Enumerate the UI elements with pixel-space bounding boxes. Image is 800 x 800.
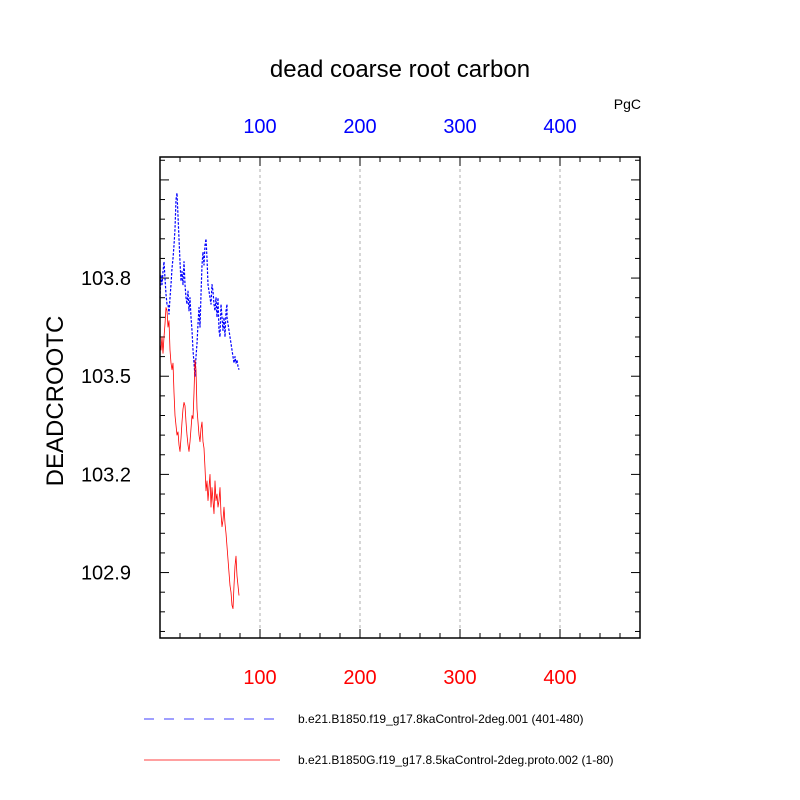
legend-label-2: b.e21.B1850G.f19_g17.8.5kaControl-2deg.p… (298, 753, 614, 767)
series-line-1 (159, 192, 240, 377)
y-axis-label: DEADCROOTC (42, 316, 69, 487)
y-tick-label: 103.2 (81, 464, 131, 486)
axis-ticks (160, 157, 640, 638)
x-top-tick-label: 100 (243, 116, 276, 138)
y-tick-label: 103.8 (81, 268, 131, 290)
x-bottom-tick-label: 400 (543, 667, 576, 689)
x-bottom-tick-label: 300 (443, 667, 476, 689)
x-bottom-tick-label: 100 (243, 667, 276, 689)
legend: b.e21.B1850.f19_g17.8kaControl-2deg.001 … (144, 712, 614, 767)
legend-label-1: b.e21.B1850.f19_g17.8kaControl-2deg.001 … (298, 712, 584, 726)
series-layer (159, 192, 240, 609)
grid-lines (259, 157, 561, 638)
chart-title: dead coarse root carbon (270, 56, 530, 83)
plot-frame (159, 156, 641, 639)
units-label: PgC (614, 96, 641, 112)
series-line-2 (159, 307, 240, 609)
y-tick-label: 103.5 (81, 366, 131, 388)
x-top-tick-label: 200 (343, 116, 376, 138)
x-top-tick-label: 400 (543, 116, 576, 138)
y-tick-label: 102.9 (81, 563, 131, 585)
tick-labels: 100 100 200 200 300 300 400 400 102.9 103.2 103.5 1… (81, 116, 577, 689)
x-top-tick-label: 300 (443, 116, 476, 138)
x-bottom-tick-label: 200 (343, 667, 376, 689)
